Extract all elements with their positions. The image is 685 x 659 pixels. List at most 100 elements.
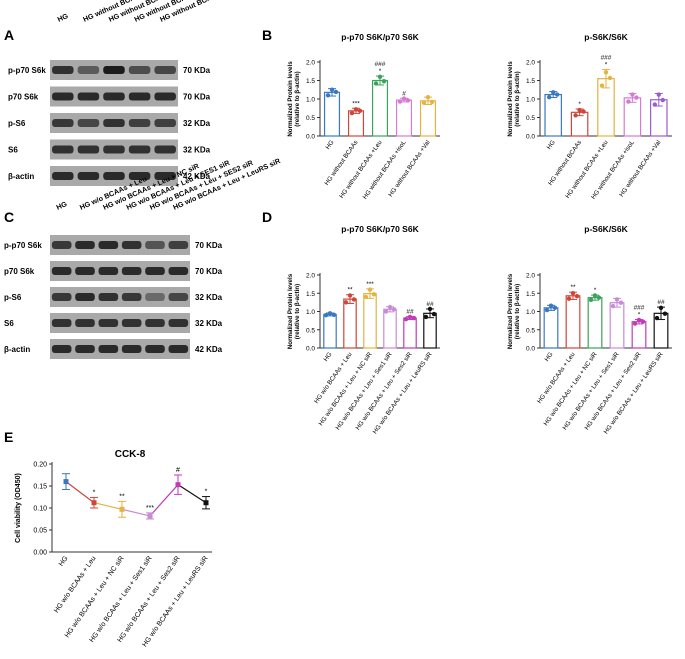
panel-b-chart-p70s6k: p-p70 S6K/p70 S6K Normalized Protein leve… (287, 32, 440, 201)
blot-row-label: p-S6 (8, 119, 26, 128)
blot-band (77, 119, 100, 127)
series-line (121, 508, 151, 517)
data-point (548, 303, 554, 308)
blot-band (52, 66, 74, 74)
data-point (63, 479, 69, 485)
blot-kda-label: 70 KDa (183, 93, 211, 102)
blot-band (145, 319, 165, 327)
blot-row-label: β-actin (8, 172, 34, 181)
data-point (377, 74, 383, 80)
blot-band (52, 145, 74, 154)
y-tick-label: 1.0 (526, 309, 535, 316)
significance-label: ** (347, 287, 353, 294)
y-tick-label: 2.0 (526, 60, 535, 67)
blot-band (75, 267, 95, 275)
blot-band (168, 241, 189, 249)
x-tick-label: HG w/o BCAAs + Leu (313, 351, 354, 405)
significance-label: ### (375, 61, 386, 68)
panel-d-chart-ps6k: p-S6K/S6K Normalized Protein levels (relat… (507, 224, 672, 435)
y-tick-label: 1.5 (526, 78, 535, 85)
data-point (566, 296, 572, 301)
blot-kda-label: 32 KDa (195, 319, 223, 328)
chart-title: p-S6K/S6K (584, 224, 628, 234)
data-point (618, 300, 624, 305)
y-tick-label: 0.5 (306, 327, 315, 334)
bar (383, 308, 397, 349)
bar (623, 97, 642, 137)
series-line (65, 481, 95, 504)
significance-label: ### (634, 305, 645, 312)
blot-row-label: p-p70 S6k (4, 241, 42, 250)
data-point (405, 98, 411, 103)
blot-band (154, 66, 176, 74)
data-point (581, 109, 586, 114)
blot-lane-label: HG (56, 11, 70, 24)
data-point (544, 307, 550, 313)
data-point (329, 87, 335, 92)
blot-band (51, 319, 72, 327)
y-tick-label: 1.5 (306, 78, 315, 85)
data-point (325, 93, 331, 98)
blot-band (154, 119, 176, 127)
blot-band (75, 345, 95, 353)
significance-label: # (402, 90, 406, 97)
x-tick-label: HG w/o BCAAs + Leu + NC siR (64, 555, 126, 639)
data-point (91, 500, 97, 506)
series-line (93, 502, 123, 510)
data-point (431, 311, 437, 317)
bar (565, 295, 581, 349)
data-point (327, 311, 333, 316)
x-tick-label: HG (543, 351, 554, 363)
blot-kda-label: 32 KDa (195, 293, 223, 302)
chart-ylabel: Normalized Protein levels (507, 273, 514, 349)
data-point (592, 293, 598, 298)
blot-band (145, 345, 165, 353)
significance-label: * (205, 489, 208, 496)
data-point (596, 295, 602, 300)
significance-label: ## (426, 301, 434, 308)
data-point (577, 107, 582, 113)
blot-kda-label: 70 KDa (183, 66, 211, 75)
blot-row-label: p-S6 (4, 293, 22, 302)
data-point (425, 94, 431, 100)
blot-band (98, 267, 119, 275)
significance-label: *** (146, 505, 154, 512)
x-tick-label: HG without BCAAs +Leu (338, 139, 384, 200)
data-point (656, 92, 661, 97)
y-tick-label: 0.0 (526, 134, 535, 141)
blot-band (77, 145, 100, 154)
y-tick-label: 1.0 (526, 97, 535, 104)
data-point (403, 316, 409, 322)
blot-row-label: p70 S6k (8, 93, 39, 102)
bar (363, 293, 377, 349)
data-point (636, 317, 642, 323)
blot-band (75, 319, 95, 327)
blot-band (128, 172, 151, 180)
chart-title: CCK-8 (115, 449, 146, 460)
blot-band (75, 293, 95, 301)
blot-kda-label: 70 KDa (195, 241, 223, 250)
blot-band (103, 172, 125, 180)
data-point (387, 304, 393, 310)
y-tick-label: 1.0 (306, 97, 315, 104)
data-point (574, 293, 580, 299)
data-point (429, 99, 435, 105)
y-tick-label: 0.0 (306, 346, 315, 353)
data-point (351, 297, 357, 302)
blot-band (154, 172, 176, 180)
blot-band (121, 319, 142, 327)
data-point (383, 309, 389, 314)
x-tick-label: HG (322, 351, 333, 363)
data-point (381, 79, 387, 84)
blot-strip (50, 313, 190, 333)
blot-band (121, 241, 142, 249)
data-point (323, 312, 329, 318)
bar (395, 99, 413, 137)
y-tick-label: 0.00 (33, 550, 47, 557)
panel-letters: A B C D E (4, 27, 272, 445)
blot-band (168, 319, 189, 327)
blot-band (52, 119, 74, 127)
significance-label: * (578, 101, 581, 108)
